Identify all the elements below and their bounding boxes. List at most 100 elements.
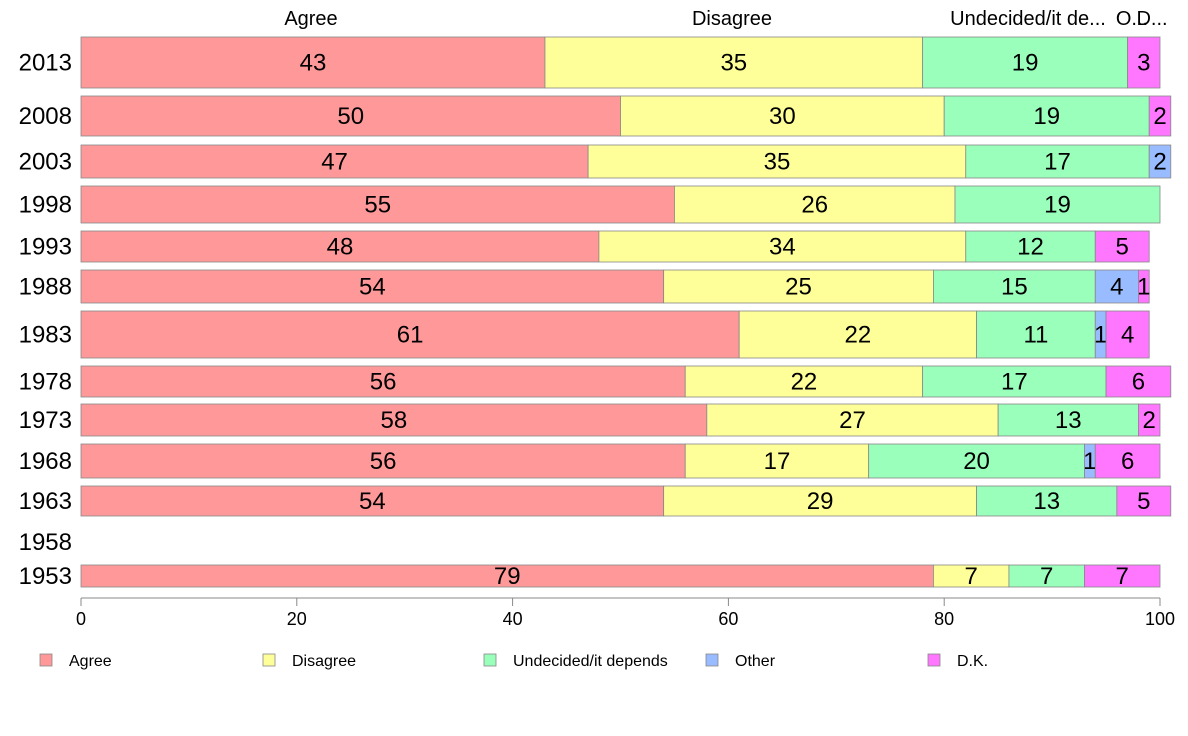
data-label-2013-series-4: 3 [1137,50,1150,77]
year-label-1968: 1968 [19,448,72,475]
bar-2003-series-2 [965,144,1150,179]
bar-1973-series-2 [997,403,1139,437]
data-label-1963-series-1: 29 [807,488,834,515]
year-label-1978: 1978 [19,369,72,396]
data-label-2003-series-0: 47 [321,149,348,176]
x-tick-label: 100 [1145,609,1175,629]
bar-1978-series-4 [1105,365,1172,398]
bar-1988-series-1 [663,269,934,304]
data-label-1968-series-0: 56 [370,448,397,475]
bar-1983-series-2 [976,310,1096,359]
x-tick-label: 80 [934,609,954,629]
legend-label: D.K. [957,653,988,670]
bar-2003-series-0 [80,144,589,179]
bar-1993-series-1 [598,230,967,263]
data-label-1978-series-4: 6 [1132,369,1145,396]
bar-2003-series-1 [587,144,967,179]
data-label-1953-series-2: 7 [1040,563,1053,590]
legend-swatch [705,653,719,667]
legend-label: Other [735,653,776,670]
data-label-1963-series-2: 13 [1033,488,1060,515]
data-label-2003-series-1: 35 [764,149,791,176]
bar-2008-series-1 [620,95,945,137]
legend-swatch [39,653,53,667]
bar-1968-series-0 [80,443,686,479]
data-label-1953-series-1: 7 [964,563,977,590]
year-label-1988: 1988 [19,274,72,301]
data-label-1973-series-2: 13 [1055,407,1082,434]
data-label-1998-series-0: 55 [364,192,391,219]
bar-2008-series-0 [80,95,621,137]
column-header-labels: Agree Disagree Undecided/it de... O...D... [284,8,1167,30]
data-label-1993-series-4: 5 [1116,234,1129,261]
data-label-1978-series-0: 56 [370,369,397,396]
column-header-label: Agree [284,8,337,30]
data-label-1953-series-0: 79 [494,563,521,590]
legend-swatch [262,653,276,667]
bar-1983-series-0 [80,310,740,359]
column-header-label: O... [1116,8,1148,30]
data-label-2013-series-2: 19 [1012,50,1039,77]
bar-1968-series-4 [1094,443,1161,479]
data-label-1983-series-1: 22 [845,322,872,349]
bar-1973-series-1 [706,403,999,437]
year-label-1973: 1973 [19,407,72,434]
bar-1968-series-1 [684,443,870,479]
data-label-2013-series-0: 43 [300,50,327,77]
column-header-label: D... [1136,8,1167,30]
year-label-1958: 1958 [19,529,72,556]
data-label-1993-series-1: 34 [769,234,796,261]
bar-1983-series-1 [738,310,977,359]
data-label-1988-series-0: 54 [359,274,386,301]
data-label-1973-series-4: 2 [1143,407,1156,434]
bar-1988-series-0 [80,269,665,304]
year-label-2008: 2008 [19,103,72,130]
legend-label: Undecided/it depends [513,653,668,670]
data-label-1993-series-2: 12 [1017,234,1044,261]
legend-swatch [483,653,497,667]
data-label-1973-series-0: 58 [381,407,408,434]
bar-1988-series-4 [1138,269,1150,304]
data-label-1983-series-4: 4 [1121,322,1134,349]
bar-1983-series-4 [1105,310,1150,359]
data-label-2008-series-4: 2 [1153,103,1166,130]
data-label-1968-series-2: 20 [963,448,990,475]
bar-1953-series-4 [1084,564,1161,588]
legend-label: Agree [69,653,112,670]
x-tick-label: 60 [718,609,738,629]
bar-1973-series-4 [1138,403,1161,437]
bar-1963-series-2 [976,485,1118,517]
data-label-1953-series-4: 7 [1116,563,1129,590]
data-label-1993-series-0: 48 [327,234,354,261]
bar-1988-series-3 [1094,269,1139,304]
data-label-1968-series-3: 1 [1083,448,1096,475]
data-label-2013-series-1: 35 [720,50,747,77]
y-axis-labels: 2013 2008 2003 1998 1993 1988 1983 1978 1973 1968… [19,50,72,591]
bar-1963-series-4 [1116,485,1172,517]
column-header-label: Disagree [692,8,772,30]
year-label-2013: 2013 [19,50,72,77]
data-label-1988-series-4: 1 [1137,274,1150,301]
bar-1968-series-2 [868,443,1085,479]
data-label-1988-series-2: 15 [1001,274,1028,301]
data-label-2003-series-2: 17 [1044,149,1071,176]
bar-1963-series-1 [663,485,977,517]
year-label-1993: 1993 [19,234,72,261]
bar-1978-series-1 [684,365,924,398]
data-label-1988-series-1: 25 [785,274,812,301]
data-label-1983-series-0: 61 [397,322,424,349]
year-label-1963: 1963 [19,488,72,515]
bar-1998-series-2 [954,185,1161,224]
bar-1998-series-1 [674,185,956,224]
data-label-1963-series-4: 5 [1137,488,1150,515]
x-tick-label: 0 [76,609,86,629]
data-label-2008-series-1: 30 [769,103,796,130]
data-label-1968-series-1: 17 [764,448,791,475]
data-label-1978-series-2: 17 [1001,369,1028,396]
legend: Agree Disagree Undecided/it depends Other D.… [39,653,988,670]
x-tick-label: 20 [287,609,307,629]
data-label-1973-series-1: 27 [839,407,866,434]
data-label-1988-series-3: 4 [1110,274,1123,301]
data-label-1963-series-0: 54 [359,488,386,515]
